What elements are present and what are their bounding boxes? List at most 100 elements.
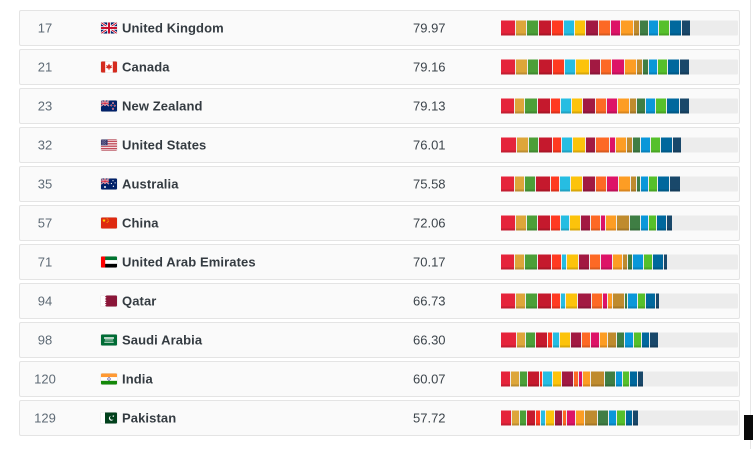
sdg-goal-2-segment[interactable] <box>516 332 526 348</box>
sdg-goal-17-segment[interactable] <box>632 410 638 426</box>
sdg-goal-6-segment[interactable] <box>552 332 559 348</box>
sdg-goal-12-segment[interactable] <box>608 332 616 348</box>
sdg-goal-12-segment[interactable] <box>633 20 640 36</box>
sdg-goal-15-segment[interactable] <box>643 254 653 270</box>
sdg-goal-6-segment[interactable] <box>563 20 574 36</box>
sdg-goal-10-segment[interactable] <box>609 137 615 153</box>
sdg-goal-10-segment[interactable] <box>566 410 576 426</box>
sdg-goal-2-segment[interactable] <box>512 410 519 426</box>
sdg-goal-4-segment[interactable] <box>526 410 536 426</box>
sdg-goal-9-segment[interactable] <box>581 332 590 348</box>
sdg-goal-5-segment[interactable] <box>550 98 561 114</box>
sdg-goal-1-segment[interactable] <box>501 332 516 348</box>
sdg-goal-13-segment[interactable] <box>637 98 646 114</box>
sdg-goal-9-segment[interactable] <box>591 293 602 309</box>
sdg-goal-15-segment[interactable] <box>656 98 666 114</box>
sdg-goal-1-segment[interactable] <box>501 20 516 36</box>
sdg-goal-14-segment[interactable] <box>615 371 623 387</box>
sdg-goal-9-segment[interactable] <box>573 371 578 387</box>
table-row-gb[interactable]: 17 United Kingdom 79.97 <box>19 10 740 46</box>
sdg-goal-7-segment[interactable] <box>545 410 555 426</box>
sdg-goal-6-segment[interactable] <box>561 215 570 231</box>
sdg-goal-16-segment[interactable] <box>669 20 681 36</box>
sdg-goal-2-segment[interactable] <box>515 176 524 192</box>
sdg-goal-14-segment[interactable] <box>628 293 638 309</box>
sdg-goal-14-segment[interactable] <box>641 176 649 192</box>
sdg-goal-5-segment[interactable] <box>539 371 543 387</box>
sdg-goal-5-segment[interactable] <box>550 176 560 192</box>
sdg-goal-4-segment[interactable] <box>536 176 550 192</box>
sdg-goal-10-segment[interactable] <box>602 293 608 309</box>
sdg-goal-4-segment[interactable] <box>538 20 552 36</box>
sdg-goal-11-segment[interactable] <box>621 20 633 36</box>
sdg-goal-17-segment[interactable] <box>638 371 644 387</box>
sdg-goal-12-segment[interactable] <box>629 98 637 114</box>
sdg-goal-10-segment[interactable] <box>601 215 606 231</box>
sdg-goal-7-segment[interactable] <box>576 59 589 75</box>
sdg-goal-13-segment[interactable] <box>597 410 608 426</box>
sdg-goal-17-segment[interactable] <box>650 332 659 348</box>
sdg-goal-6-segment[interactable] <box>561 137 572 153</box>
sdg-goal-2-segment[interactable] <box>516 20 526 36</box>
sdg-goal-8-segment[interactable] <box>583 98 595 114</box>
sdg-goal-8-segment[interactable] <box>589 59 600 75</box>
sdg-goal-5-segment[interactable] <box>552 137 561 153</box>
sdg-goal-11-segment[interactable] <box>606 215 617 231</box>
sdg-goal-11-segment[interactable] <box>618 176 631 192</box>
sdg-goal-16-segment[interactable] <box>658 176 669 192</box>
sdg-goal-7-segment[interactable] <box>566 254 578 270</box>
sdg-goal-4-segment[interactable] <box>536 332 548 348</box>
table-row-us[interactable]: 32 United States 76.01 <box>19 127 740 163</box>
sdg-goal-14-segment[interactable] <box>633 254 643 270</box>
sdg-goal-15-segment[interactable] <box>659 20 669 36</box>
sdg-goal-5-segment[interactable] <box>551 293 560 309</box>
sdg-goal-12-segment[interactable] <box>637 59 642 75</box>
sdg-goal-11-segment[interactable] <box>618 98 629 114</box>
sdg-goal-14-segment[interactable] <box>646 98 656 114</box>
sdg-goal-2-segment[interactable] <box>516 137 528 153</box>
sdg-goal-15-segment[interactable] <box>650 137 660 153</box>
sdg-goal-3-segment[interactable] <box>526 20 538 36</box>
sdg-goal-2-segment[interactable] <box>516 59 527 75</box>
sdg-goal-12-segment[interactable] <box>623 254 627 270</box>
sdg-goal-15-segment[interactable] <box>658 59 667 75</box>
sdg-goal-5-segment[interactable] <box>551 254 561 270</box>
sdg-goal-6-segment[interactable] <box>560 176 570 192</box>
sdg-goal-8-segment[interactable] <box>580 215 591 231</box>
table-row-sa[interactable]: 98 Saudi Arabia 66.30 <box>19 322 740 358</box>
sdg-goal-14-segment[interactable] <box>648 59 658 75</box>
sdg-goal-14-segment[interactable] <box>640 137 650 153</box>
sdg-goal-13-segment[interactable] <box>624 293 628 309</box>
sdg-goal-2-segment[interactable] <box>515 254 525 270</box>
sdg-goal-17-segment[interactable] <box>667 215 672 231</box>
sdg-goal-1-segment[interactable] <box>501 59 516 75</box>
sdg-goal-9-segment[interactable] <box>595 176 607 192</box>
sdg-goal-16-segment[interactable] <box>645 293 656 309</box>
sdg-goal-4-segment[interactable] <box>537 254 551 270</box>
sdg-goal-4-segment[interactable] <box>527 371 539 387</box>
sdg-goal-8-segment[interactable] <box>562 371 573 387</box>
sdg-goal-13-segment[interactable] <box>636 176 641 192</box>
table-row-qa[interactable]: 94 Qatar 66.73 <box>19 283 740 319</box>
sdg-goal-15-segment[interactable] <box>649 215 656 231</box>
sdg-goal-8-segment[interactable] <box>571 332 581 348</box>
sdg-goal-3-segment[interactable] <box>525 98 537 114</box>
sdg-goal-7-segment[interactable] <box>572 98 583 114</box>
sdg-goal-16-segment[interactable] <box>625 410 632 426</box>
sdg-goal-17-segment[interactable] <box>656 293 660 309</box>
sdg-goal-14-segment[interactable] <box>624 332 633 348</box>
sdg-goal-9-segment[interactable] <box>600 59 612 75</box>
sdg-goal-9-segment[interactable] <box>598 20 610 36</box>
sdg-goal-10-segment[interactable] <box>610 20 621 36</box>
sdg-goal-1-segment[interactable] <box>501 371 510 387</box>
sdg-goal-12-segment[interactable] <box>617 215 629 231</box>
sdg-goal-4-segment[interactable] <box>539 59 553 75</box>
sdg-goal-10-segment[interactable] <box>607 98 618 114</box>
sdg-goal-5-segment[interactable] <box>548 332 552 348</box>
sdg-goal-9-segment[interactable] <box>596 137 609 153</box>
sdg-goal-2-segment[interactable] <box>515 215 527 231</box>
sdg-goal-14-segment[interactable] <box>648 20 659 36</box>
sdg-goal-9-segment[interactable] <box>591 215 601 231</box>
sdg-goal-17-segment[interactable] <box>664 254 668 270</box>
sdg-goal-11-segment[interactable] <box>583 371 591 387</box>
